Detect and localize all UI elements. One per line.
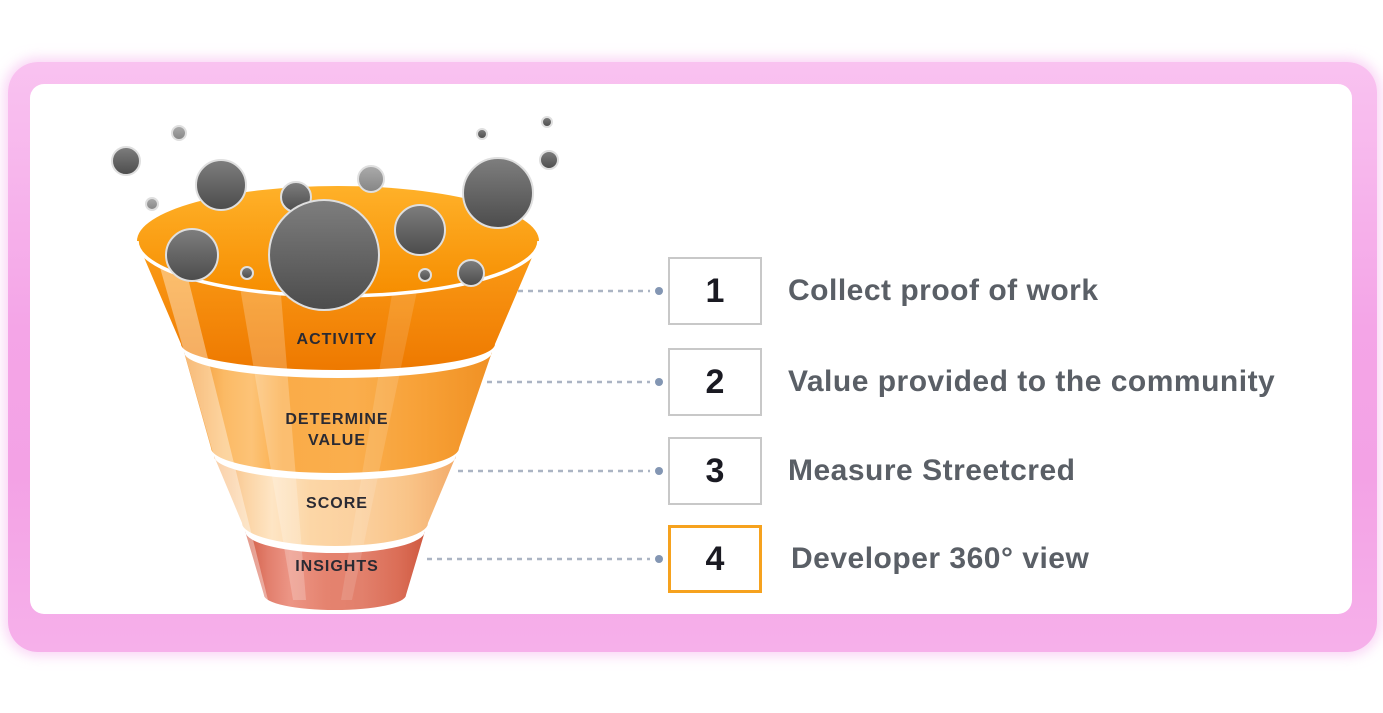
step-label-2: Value provided to the community — [788, 365, 1276, 398]
step-label-4: Developer 360° view — [791, 542, 1090, 575]
step-number-4: 4 — [705, 539, 725, 578]
stage-label-activity: ACTIVITY — [296, 331, 378, 348]
stage-label-score: SCORE — [306, 495, 368, 512]
step-box-3: 3 — [668, 437, 762, 505]
step-box-1: 1 — [668, 257, 762, 325]
step-box-2: 2 — [668, 348, 762, 416]
step-number-2: 2 — [705, 362, 725, 401]
step-label-1: Collect proof of work — [788, 274, 1099, 307]
stage-label-determine-value: DETERMINE VALUE — [285, 411, 389, 449]
step-box-4-highlighted: 4 — [668, 525, 762, 593]
stage-label-insights: INSIGHTS — [295, 558, 379, 575]
step-label-3: Measure Streetcred — [788, 454, 1076, 487]
step-number-1: 1 — [705, 271, 725, 310]
step-number-3: 3 — [705, 451, 725, 490]
